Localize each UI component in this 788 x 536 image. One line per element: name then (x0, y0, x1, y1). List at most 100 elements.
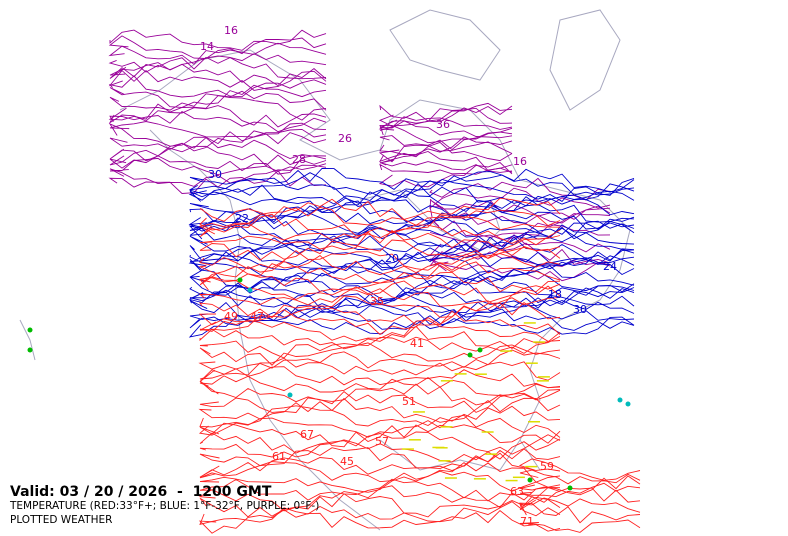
contour-warm (198, 485, 561, 512)
contour-cold (429, 205, 611, 225)
contour-label: 26 (338, 132, 352, 145)
contour-warm (199, 470, 561, 493)
weather-precip-mark (412, 411, 425, 413)
contour-cold (379, 131, 513, 151)
contour-warm (519, 497, 641, 513)
contour-warm (199, 501, 561, 525)
coastline (19, 319, 36, 361)
contour-label: 36 (436, 118, 450, 131)
weather-station-dot (27, 327, 33, 333)
contour-warm (198, 285, 561, 309)
contour-warm (199, 431, 561, 455)
coastline (389, 9, 501, 81)
weather-precip-mark (537, 376, 550, 378)
weather-precip-mark (505, 479, 518, 482)
weather-station-dot (467, 352, 473, 358)
contour-cool (188, 183, 635, 205)
contour-label: 71 (520, 515, 534, 528)
contour-cool (188, 211, 635, 235)
contour-cold (378, 105, 513, 127)
contour-cool (189, 297, 635, 322)
contour-cold (379, 107, 513, 129)
weather-precip-mark (533, 341, 546, 343)
contour-cold (109, 84, 327, 108)
weather-precip-mark (512, 476, 525, 479)
contour-cold (108, 42, 327, 65)
contour-label: 24 (603, 260, 617, 273)
contour-cool (189, 172, 635, 196)
contour-cold (379, 102, 513, 122)
contour-warm (199, 271, 561, 293)
contour-cool (189, 276, 635, 300)
contour-label: 59 (540, 460, 554, 473)
contour-warm (198, 509, 561, 534)
contour-warm (518, 458, 641, 481)
weather-precip-mark (525, 362, 538, 364)
contour-label: 57 (375, 435, 389, 448)
contour-cold (109, 56, 327, 80)
contour-warm (198, 302, 561, 326)
contour-warm (199, 389, 561, 413)
contour-label: 22 (235, 212, 249, 225)
contour-warm (199, 309, 561, 336)
contour-label: 16 (513, 155, 527, 168)
contour-warm (199, 366, 561, 389)
contour-label: 45 (340, 455, 354, 468)
contour-warm (199, 357, 561, 382)
contour-label: 67 (300, 428, 314, 441)
weather-station-dot (247, 287, 253, 293)
contour-warm (519, 519, 641, 533)
contour-label: 30 (573, 303, 587, 316)
contour-cold (429, 187, 611, 209)
weather-precip-mark (474, 373, 487, 375)
contour-warm (199, 336, 561, 359)
contour-cold (379, 163, 513, 175)
contour-warm (199, 461, 561, 483)
contour-warm (199, 447, 561, 470)
weather-precip-mark (525, 465, 538, 468)
contour-cold (429, 199, 611, 220)
contour-cold (429, 240, 611, 265)
weather-station-dot (477, 347, 483, 353)
contour-warm (199, 197, 561, 222)
coastline (149, 129, 381, 531)
contour-label: 47 (250, 310, 264, 323)
weather-station-dot (625, 401, 631, 407)
contour-label: 18 (548, 288, 562, 301)
weather-station-dot (237, 277, 243, 283)
weather-station-dot (287, 392, 293, 398)
contour-cold (108, 75, 327, 98)
weather-precip-mark (536, 380, 549, 382)
contour-label: 28 (292, 153, 306, 166)
contour-cold (108, 35, 327, 59)
contour-warm (199, 493, 561, 518)
contour-cold (109, 111, 327, 133)
contour-cool (189, 270, 635, 294)
contour-cold (429, 213, 611, 238)
contour-cold (379, 116, 513, 131)
contour-warm (198, 397, 561, 423)
contour-label: 16 (224, 24, 238, 37)
contour-cool (189, 280, 635, 304)
contour-warm (198, 253, 561, 278)
contour-warm (519, 502, 641, 524)
contour-cold (429, 177, 611, 201)
contour-cold (108, 69, 327, 91)
contour-warm (199, 229, 561, 251)
contour-warm (199, 438, 561, 463)
weather-precip-mark (481, 431, 494, 433)
contour-warm (199, 422, 561, 448)
contour-cold (109, 164, 327, 187)
weather-station-dot (617, 397, 623, 403)
weather-station-dot (567, 485, 573, 491)
weather-precip-mark (473, 478, 486, 480)
contour-cold (109, 29, 327, 51)
contour-warm (519, 482, 641, 498)
contour-cold (379, 136, 513, 155)
weather-precip-mark (440, 426, 453, 428)
contour-cool (189, 287, 635, 311)
contour-cold (379, 124, 513, 144)
weather-precip-mark (523, 322, 536, 324)
contour-warm (519, 487, 641, 511)
